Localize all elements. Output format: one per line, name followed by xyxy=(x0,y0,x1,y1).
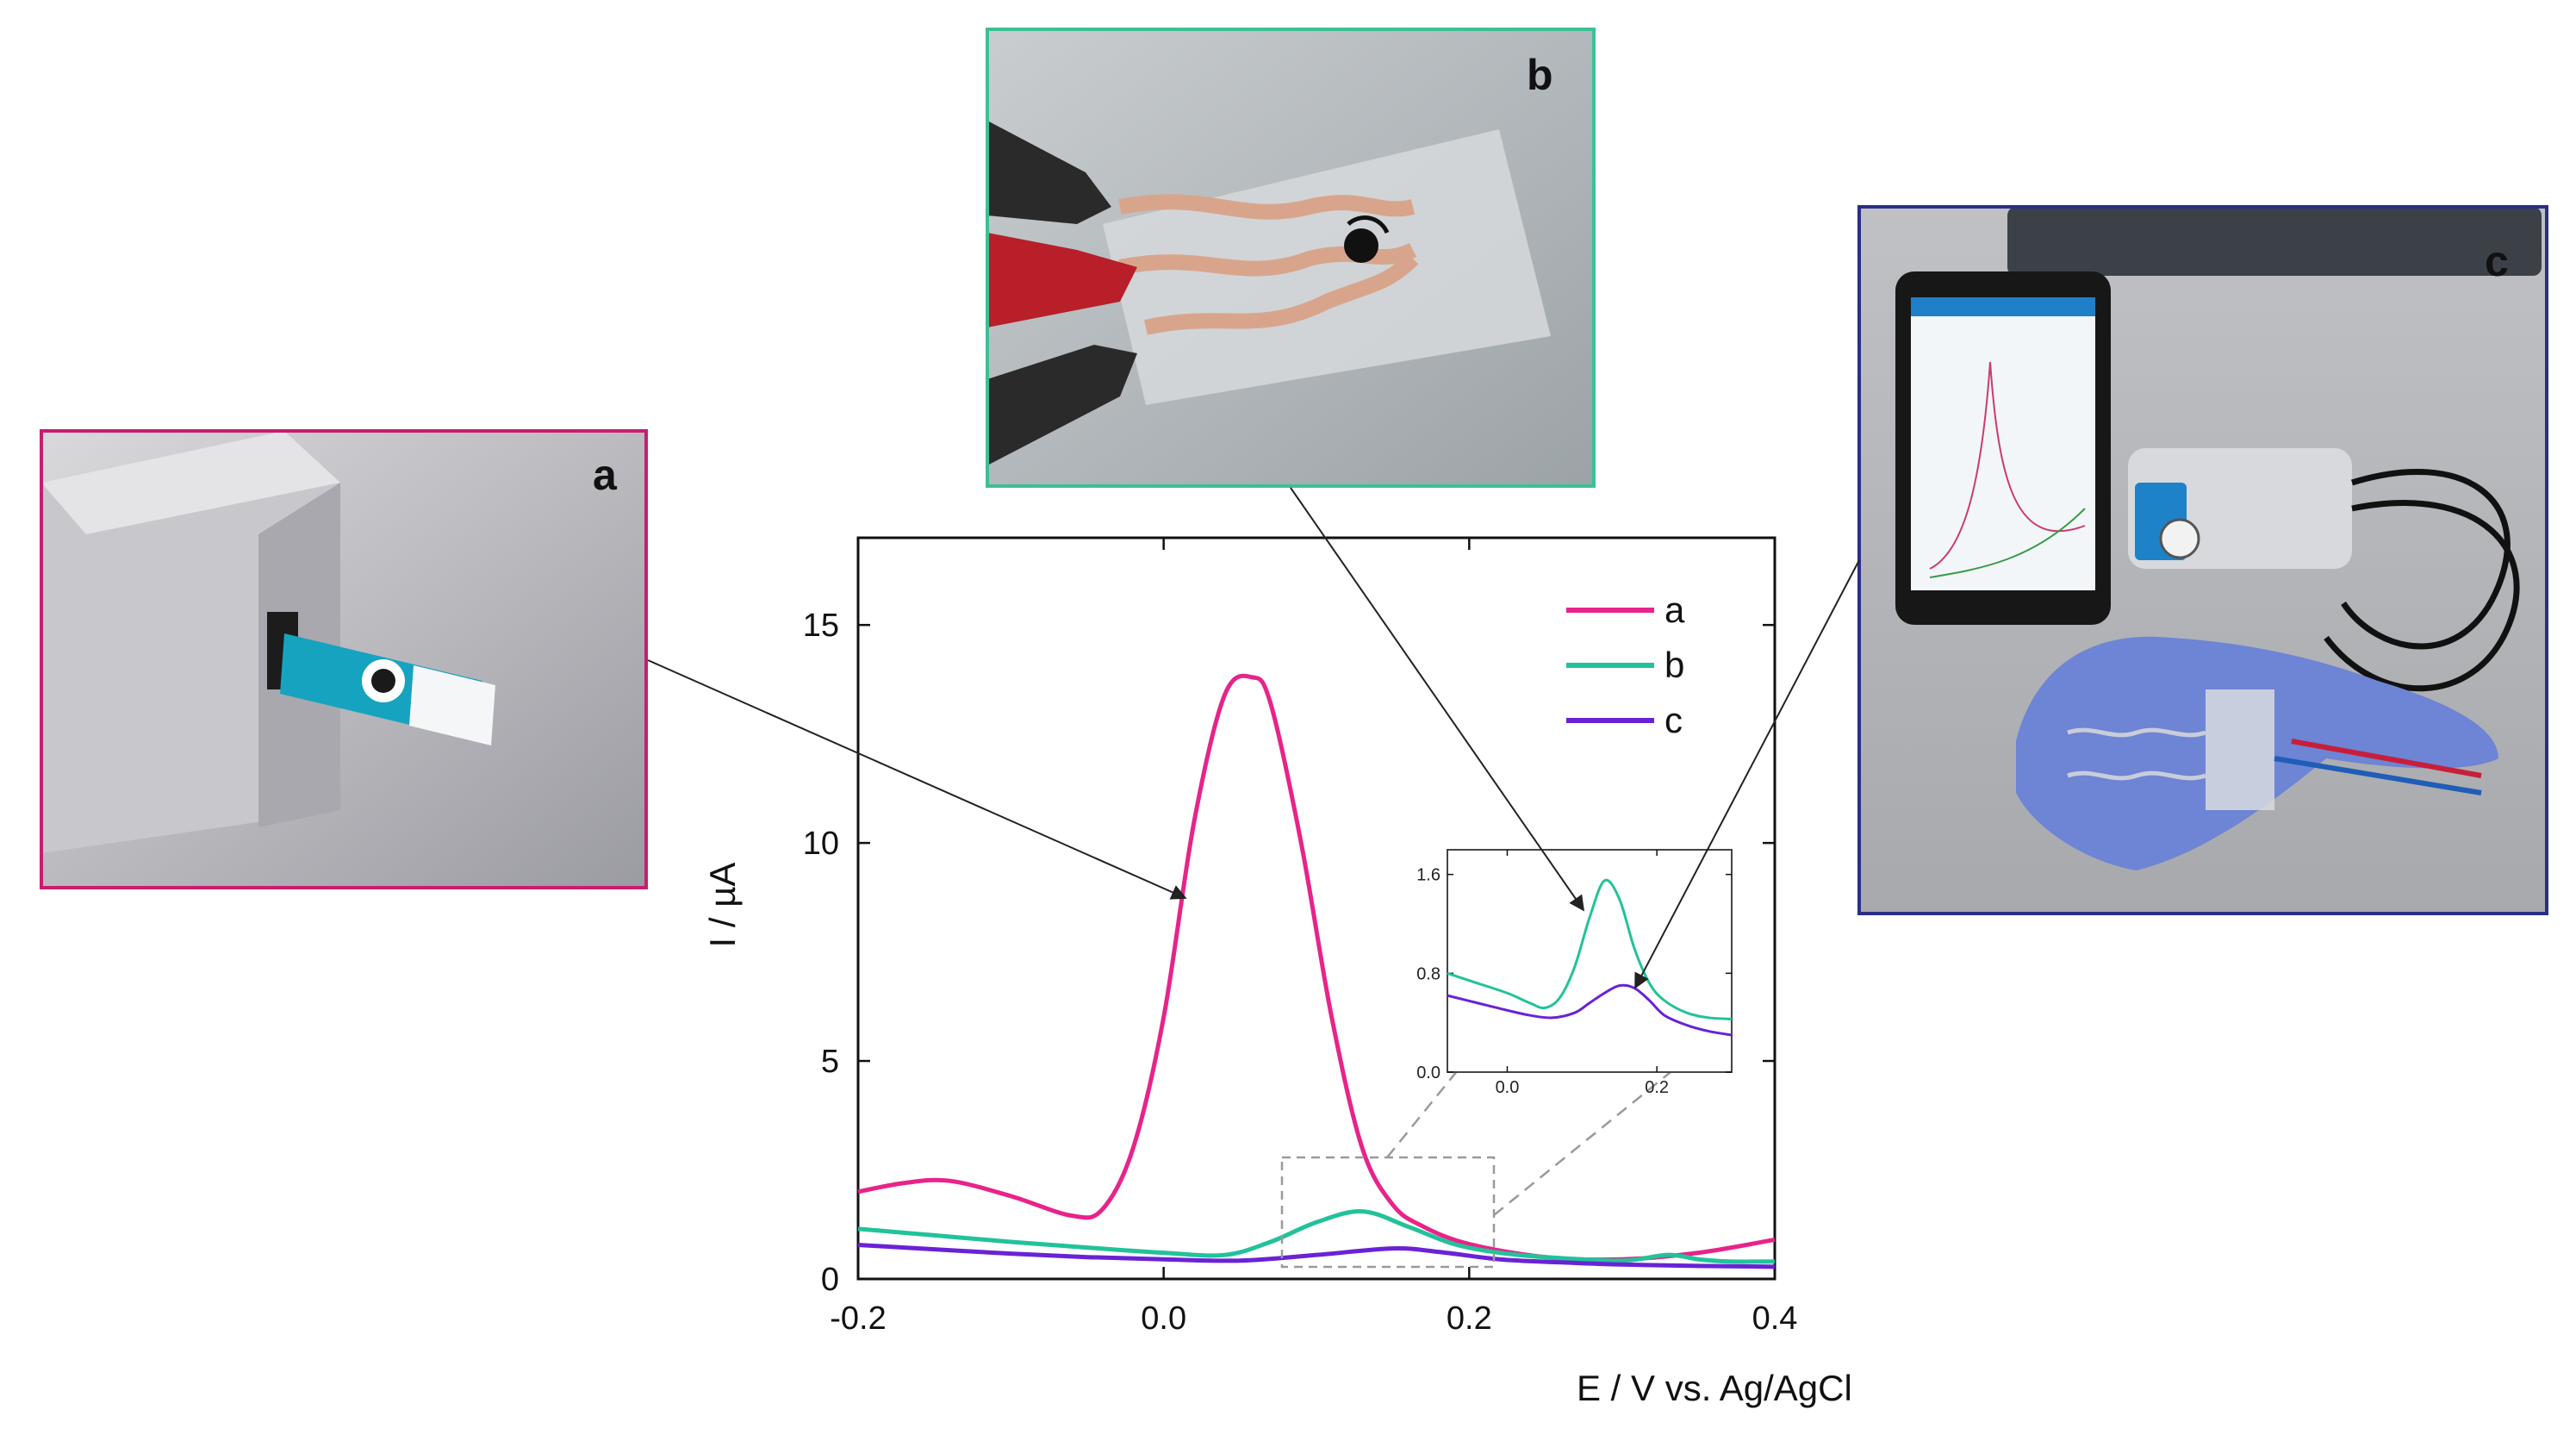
series-line-b xyxy=(1447,878,1733,1020)
inset-series-group xyxy=(1447,878,1733,1037)
panel-letter-a: a xyxy=(593,451,618,499)
legend-label-a: a xyxy=(1664,589,1685,630)
photo-panel-c: c xyxy=(1857,205,2548,915)
inset-chart: 0.0 0.2 0.0 0.8 1.6 xyxy=(1416,849,1733,1097)
electrode-track-3 xyxy=(1144,253,1419,335)
series-group xyxy=(857,673,1776,1269)
black-clip-top xyxy=(987,121,1111,224)
y-tick-label: 0.0 xyxy=(1416,1063,1440,1082)
glove-electrode-patch xyxy=(2206,689,2274,810)
series-line-b xyxy=(857,1209,1776,1264)
case-lid xyxy=(2007,207,2542,276)
arrow-c xyxy=(1634,559,1860,989)
legend: abc xyxy=(1566,589,1685,740)
glove-trace-1 xyxy=(2067,727,2206,738)
zoom-line-left xyxy=(1386,1057,1469,1158)
tablet-app-bar xyxy=(1911,297,2095,316)
electrode-track-2 xyxy=(1118,242,1417,277)
series-line-a xyxy=(857,673,1776,1263)
cable-loop-2 xyxy=(2324,500,2520,692)
sensor-strip-tip xyxy=(409,665,495,745)
x-tick-label: 0.2 xyxy=(1447,1300,1492,1337)
photo-panel-b: b xyxy=(986,28,1596,488)
series-line-c xyxy=(1447,983,1733,1037)
legend-label-b: b xyxy=(1664,645,1684,685)
x-axis-label: E / V vs. Ag/AgCl xyxy=(1577,1368,1852,1408)
blue-lead xyxy=(2274,756,2482,795)
red-lead xyxy=(2291,739,2482,778)
arrow-a xyxy=(647,659,1187,900)
main-chart: -0.2 0.0 0.2 0.4 0 5 10 15 E / V vs. Ag/AgCl I … xyxy=(702,536,1852,1408)
photo-b-border xyxy=(986,28,1596,488)
potentiostat-top xyxy=(41,431,340,534)
electrode-track-1 xyxy=(1118,194,1416,220)
x-tick-label: 0.4 xyxy=(1752,1300,1798,1337)
inset-frame xyxy=(1447,849,1733,1073)
arrow-b xyxy=(1290,487,1585,912)
y-tick-label: 5 xyxy=(821,1044,839,1080)
panel-letter-c: c xyxy=(2485,237,2509,285)
tablet-plot-line xyxy=(1929,361,2086,570)
legend-label-c: c xyxy=(1664,700,1683,740)
panel-letter-b: b xyxy=(1527,51,1553,99)
counter-electrode xyxy=(1347,215,1390,234)
axis-ticks: -0.2 0.0 0.2 0.4 0 5 10 15 xyxy=(803,538,1798,1337)
device-button xyxy=(2159,518,2200,559)
y-tick-label: 0 xyxy=(821,1262,839,1298)
red-clip xyxy=(987,233,1137,327)
series-line-c xyxy=(857,1243,1776,1269)
y-tick-label: 10 xyxy=(803,826,839,862)
photo-panel-a: a xyxy=(40,429,648,889)
glove-trace-2 xyxy=(2067,770,2206,781)
inset-axis-ticks: 0.0 0.2 0.0 0.8 1.6 xyxy=(1416,850,1732,1097)
photo-a-border xyxy=(40,429,648,889)
cable-loop-1 xyxy=(2341,468,2511,650)
tablet-plot-line-2 xyxy=(1929,508,2086,578)
y-axis-label: I / µA xyxy=(702,863,743,948)
x-tick-label: 0.2 xyxy=(1645,1078,1669,1097)
plot-frame xyxy=(856,536,1776,1281)
working-electrode xyxy=(1344,228,1378,263)
zoom-line-right xyxy=(1493,1057,1689,1216)
electrode-center xyxy=(371,669,395,693)
black-clip-bottom xyxy=(987,345,1137,465)
x-tick-label: -0.2 xyxy=(830,1300,886,1337)
x-tick-label: 0.0 xyxy=(1141,1300,1186,1337)
y-tick-label: 15 xyxy=(803,608,839,644)
y-tick-label: 0.8 xyxy=(1416,964,1440,983)
x-tick-label: 0.0 xyxy=(1496,1078,1520,1097)
tablet-screen xyxy=(1911,297,2095,590)
y-tick-label: 1.6 xyxy=(1416,866,1440,885)
